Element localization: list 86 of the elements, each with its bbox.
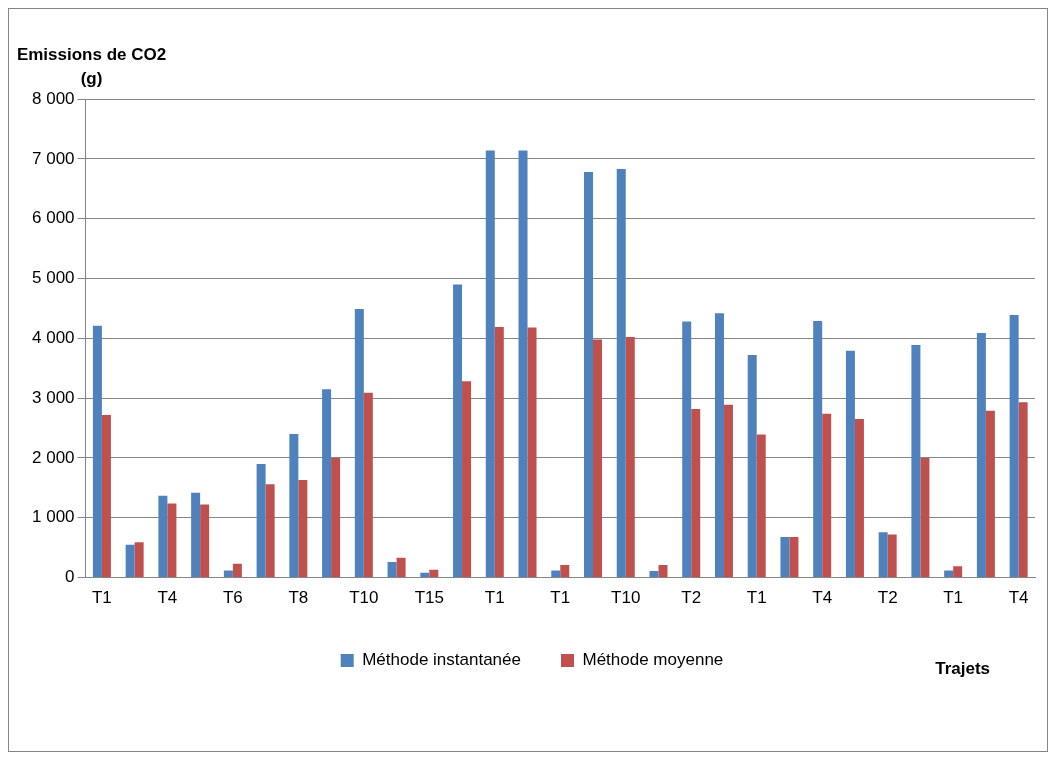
bar (462, 381, 472, 578)
x-tick-label: T10 (611, 588, 641, 608)
bar (616, 169, 626, 578)
bar (976, 332, 986, 578)
bar (747, 355, 757, 578)
bar (453, 284, 463, 578)
y-tick-label: 8 000 (31, 88, 75, 108)
bar (560, 565, 570, 578)
y-tick-label: 6 000 (31, 208, 75, 228)
x-tick-label: T15 (414, 588, 444, 608)
bar (584, 171, 594, 578)
x-tick-label: T4 (812, 588, 833, 608)
bar (125, 544, 135, 578)
bar (625, 337, 635, 578)
y-tick-label: 0 (65, 567, 75, 587)
bar (723, 404, 733, 578)
bar (658, 565, 668, 578)
bar (682, 321, 692, 578)
bar (756, 434, 766, 578)
x-tick-label: T4 (157, 588, 178, 608)
bar (593, 339, 603, 578)
x-axis-title: Trajets (935, 659, 990, 679)
x-tick-label: T8 (288, 588, 309, 608)
bar (331, 457, 341, 578)
bar (649, 571, 659, 578)
bar (420, 572, 430, 578)
bar (494, 326, 504, 578)
bar (92, 325, 102, 578)
x-tick-label: T1 (943, 588, 964, 608)
x-tick-label: T10 (349, 588, 379, 608)
bar (878, 532, 888, 578)
bar (265, 484, 275, 578)
bar (551, 570, 561, 578)
bar (223, 570, 233, 578)
bar (1009, 314, 1019, 578)
x-tick-label: T1 (91, 588, 112, 608)
bar (396, 557, 406, 578)
bar (780, 536, 790, 578)
bar (200, 504, 210, 578)
bar (429, 569, 439, 578)
bar (789, 536, 799, 578)
y-axis-title: Emissions de CO2 (g) (16, 44, 167, 88)
bar (822, 413, 832, 578)
bar (527, 327, 537, 578)
bar (854, 419, 864, 578)
bar (256, 463, 266, 578)
y-tick-label: 1 000 (31, 507, 75, 527)
bar (845, 350, 855, 578)
y-tick-label: 7 000 (31, 148, 75, 168)
legend-label: Méthode moyenne (582, 650, 724, 670)
x-tick-label: T2 (681, 588, 702, 608)
bar (158, 495, 168, 578)
bar (887, 534, 897, 578)
bar (232, 563, 242, 578)
bar (167, 503, 177, 578)
bar (322, 389, 332, 578)
bar (485, 150, 495, 578)
bar (298, 480, 308, 578)
bar (518, 150, 528, 578)
y-tick-label: 3 000 (31, 387, 75, 407)
x-tick-label: T1 (746, 588, 767, 608)
bar (985, 410, 995, 578)
y-tick-label: 4 000 (31, 327, 75, 347)
bar (691, 408, 701, 578)
bar (911, 344, 921, 578)
legend-label: Méthode instantanée (362, 650, 521, 670)
bar (387, 562, 397, 578)
x-tick-label: T2 (877, 588, 898, 608)
bar (953, 566, 963, 578)
y-tick-label: 2 000 (31, 447, 75, 467)
bar (920, 457, 930, 578)
bar (191, 492, 201, 578)
x-tick-label: T6 (222, 588, 243, 608)
bar (354, 308, 364, 578)
x-tick-label: T4 (1008, 588, 1029, 608)
bar (289, 434, 299, 578)
bar (134, 542, 144, 578)
bar (714, 313, 724, 578)
bar (101, 414, 111, 578)
x-tick-label: T1 (550, 588, 571, 608)
bar (813, 320, 823, 578)
x-tick-label: T1 (484, 588, 505, 608)
bar (944, 570, 954, 578)
y-tick-label: 5 000 (31, 268, 75, 288)
bar (363, 392, 373, 578)
bar (1018, 402, 1028, 578)
